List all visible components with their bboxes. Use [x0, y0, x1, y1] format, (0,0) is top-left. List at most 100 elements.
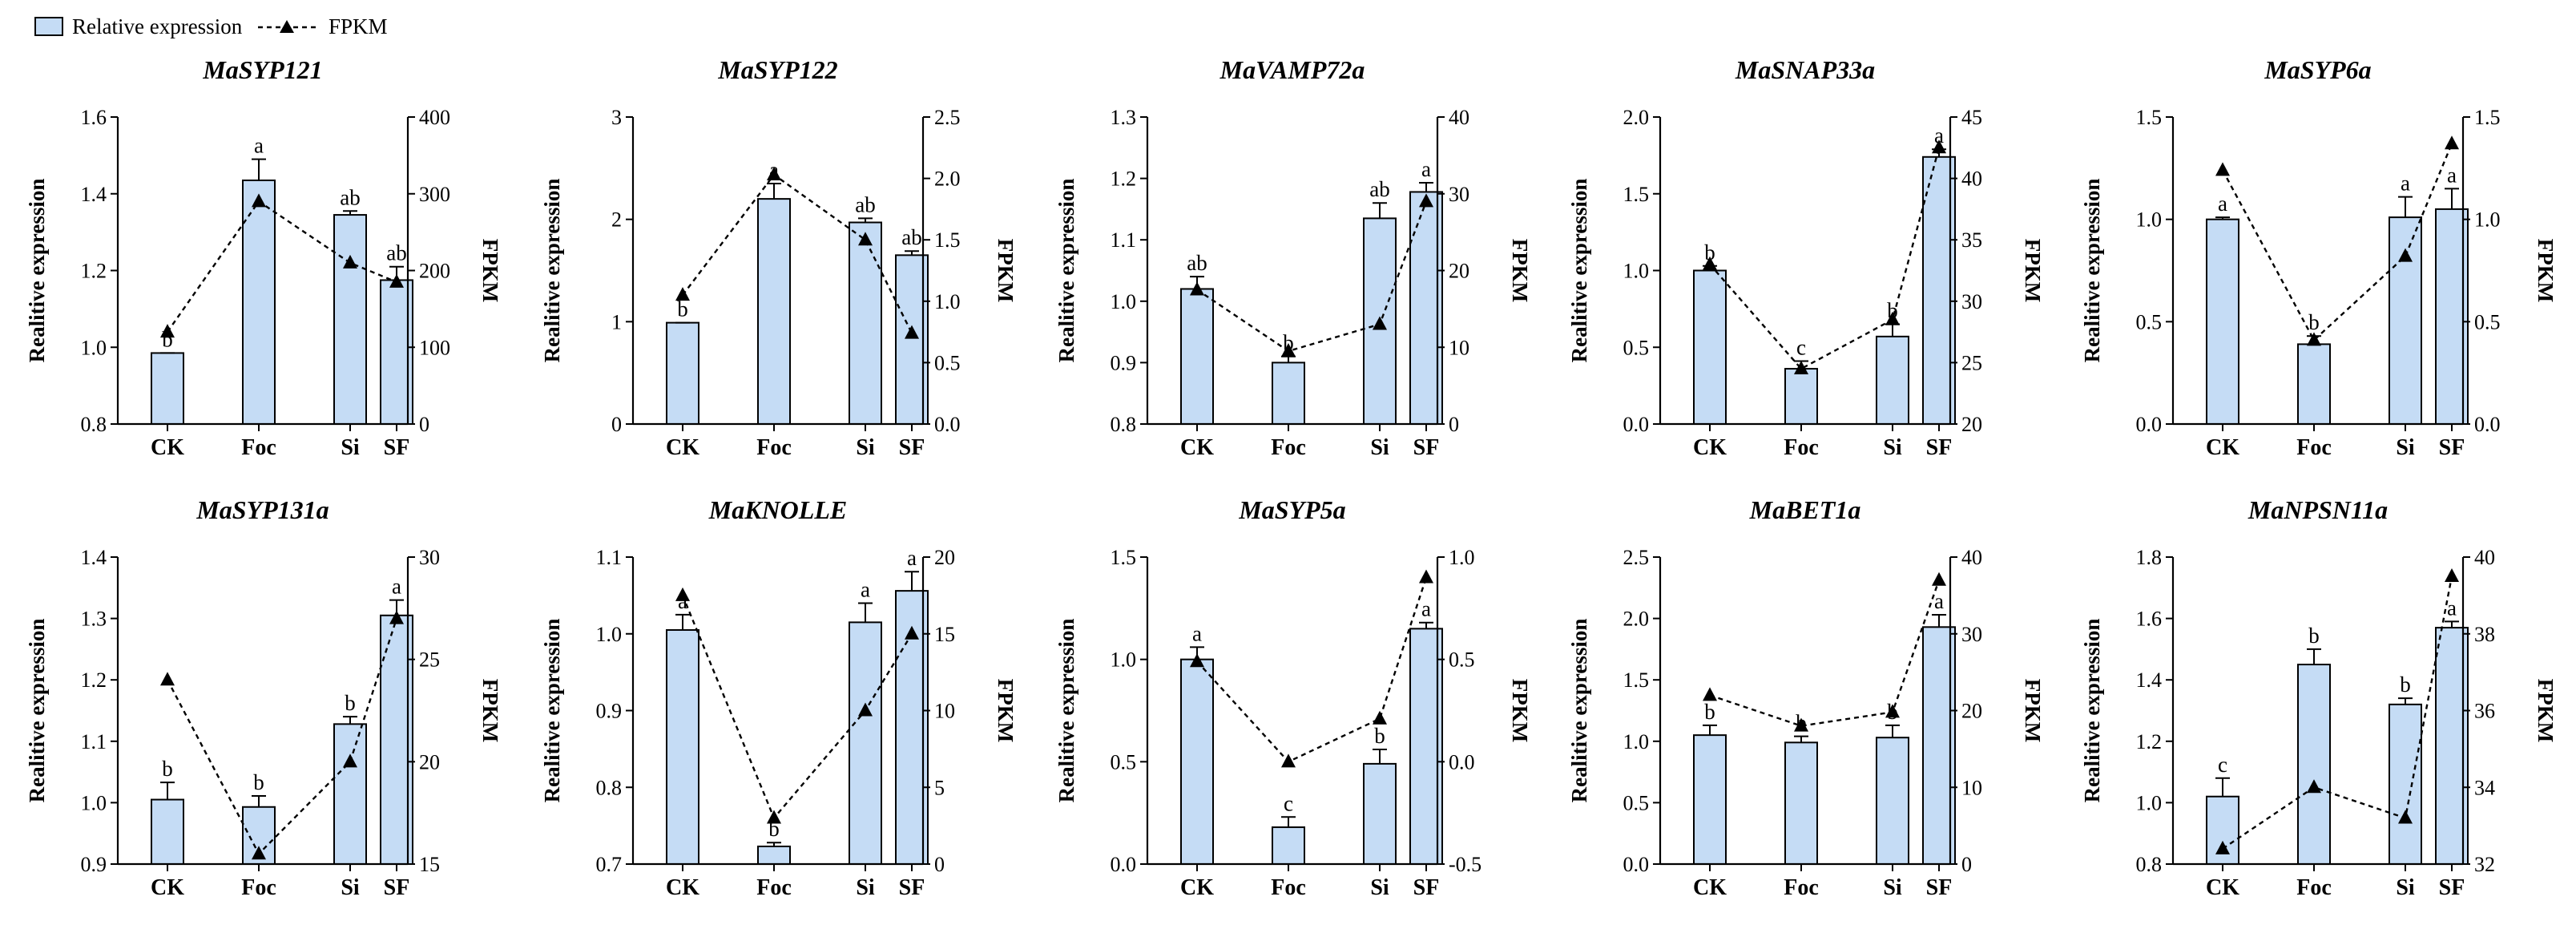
y-tick-label: 0.9: [1111, 351, 1137, 374]
bar: [1784, 741, 1818, 865]
significance-letter: a: [907, 546, 917, 570]
x-tick-label: SF: [2439, 435, 2465, 460]
y2-axis-title: FPKM: [2534, 679, 2558, 742]
fpkm-marker: [2307, 779, 2321, 794]
chart-panel: MaSYP122bCKaFocabSiabSF01230.00.51.01.52…: [540, 55, 1018, 460]
y-tick-label: 1.3: [81, 608, 107, 631]
bar: [333, 723, 367, 865]
y2-tick-label: 36: [2474, 700, 2495, 723]
fpkm-marker: [1794, 717, 1808, 732]
y-tick-label: 1.0: [81, 791, 107, 814]
x-tick-label: SF: [2439, 875, 2465, 900]
y2-tick-label: 2.0: [934, 168, 961, 191]
y2-tick-label: 0.5: [1449, 648, 1475, 672]
x-tick-label: Foc: [2296, 875, 2332, 900]
legend-bar-swatch: [34, 17, 63, 36]
significance-letter: a: [1934, 589, 1944, 613]
y-tick-label: 0.7: [596, 853, 623, 876]
bar: [242, 179, 276, 425]
fpkm-marker: [160, 324, 175, 338]
bar: [666, 628, 699, 866]
fpkm-marker: [1703, 256, 1717, 270]
y2-axis-title: FPKM: [1508, 239, 1532, 302]
y-tick-label: 0.0: [1111, 853, 1137, 876]
y-tick-label: 0.5: [2136, 310, 2163, 333]
y-tick-label: 0.0: [1623, 413, 1650, 436]
x-tick-label: CK: [151, 435, 184, 460]
y2-tick-label: 38: [2474, 623, 2495, 646]
y2-tick-label: 35: [1961, 228, 1982, 252]
y-tick-label: 0.8: [81, 413, 107, 436]
y2-tick-label: 20: [1449, 260, 1469, 283]
y-tick-label: 1.6: [2136, 608, 2163, 631]
y2-tick-label: 100: [419, 336, 450, 359]
x-tick-label: Si: [1883, 435, 1902, 460]
y-tick-label: 1.0: [2136, 791, 2163, 814]
y2-tick-label: 20: [934, 546, 955, 569]
y-tick-label: 0.8: [1111, 413, 1137, 436]
fpkm-marker: [767, 810, 781, 824]
chart-title: MaVAMP72a: [1219, 55, 1365, 84]
y2-tick-label: 1.0: [1449, 546, 1475, 569]
fpkm-series-line: [166, 618, 398, 856]
y2-tick-label: 32: [2474, 853, 2495, 876]
significance-letter: c: [2218, 753, 2227, 777]
y-tick-label: 0.9: [596, 700, 623, 723]
fpkm-marker: [1281, 343, 1296, 357]
y-tick-label: 2: [611, 208, 622, 232]
significance-letter: ab: [855, 192, 875, 216]
y2-tick-label: 400: [419, 106, 450, 129]
y2-tick-label: 30: [419, 546, 440, 569]
y-tick-label: 1.1: [596, 546, 623, 569]
y-tick-label: 1.6: [81, 106, 107, 129]
y-tick-label: 0.0: [1623, 853, 1650, 876]
legend-line-marker: [280, 20, 294, 33]
bar: [757, 845, 791, 866]
x-tick-label: CK: [1180, 435, 1214, 460]
y-tick-label: 1.5: [1623, 183, 1650, 206]
y2-tick-label: 200: [419, 260, 450, 283]
x-tick-label: Si: [856, 875, 875, 900]
fpkm-marker: [1885, 704, 1900, 718]
x-tick-label: Si: [2396, 435, 2415, 460]
y-tick-label: 2.5: [1623, 546, 1650, 569]
fpkm-series-line: [2222, 576, 2453, 850]
y-tick-label: 1.0: [596, 623, 623, 646]
panels: MaSYP121bCKaFocabSiabSF0.81.01.21.41.601…: [25, 55, 2558, 900]
x-tick-label: Foc: [1271, 435, 1306, 460]
bar: [1180, 658, 1214, 866]
x-tick-label: Si: [1370, 875, 1389, 900]
x-tick-label: Si: [2396, 875, 2415, 900]
y2-tick-label: -0.5: [1449, 853, 1482, 876]
y2-axis-title: FPKM: [1508, 679, 1532, 742]
legend-bar-label: Relative expression: [72, 14, 243, 38]
chart-panel: MaVAMP72aabCKbFocabSiaSF0.80.91.01.11.21…: [1054, 55, 1532, 460]
fpkm-series-line: [681, 595, 913, 820]
fpkm-marker: [1419, 193, 1433, 208]
x-tick-label: Si: [1883, 875, 1902, 900]
significance-letter: ab: [1187, 251, 1207, 275]
fpkm-series-line: [682, 173, 913, 334]
y2-tick-label: 0.0: [1449, 750, 1475, 773]
bar: [2206, 218, 2239, 425]
y-tick-label: 1.2: [81, 668, 107, 692]
fpkm-marker: [1703, 687, 1717, 701]
bar: [849, 621, 882, 865]
y-tick-label: 0.0: [2136, 413, 2163, 436]
fpkm-marker: [858, 702, 873, 717]
significance-letter: a: [1192, 621, 1202, 645]
fpkm-marker: [905, 325, 919, 339]
x-tick-label: Foc: [1784, 875, 1819, 900]
x-tick-label: SF: [1926, 435, 1953, 460]
y2-tick-label: 30: [1961, 290, 1982, 313]
significance-letter: a: [2447, 163, 2457, 187]
y-tick-label: 1.8: [2136, 546, 2163, 569]
significance-letter: b: [1887, 299, 1898, 323]
significance-letter: b: [677, 297, 688, 321]
fpkm-series-line: [1709, 147, 1941, 370]
significance-letter: ab: [340, 185, 360, 209]
bar: [151, 798, 184, 866]
y-tick-label: 2.0: [1623, 106, 1650, 129]
bar: [1876, 737, 1909, 865]
x-tick-label: Si: [856, 435, 875, 460]
